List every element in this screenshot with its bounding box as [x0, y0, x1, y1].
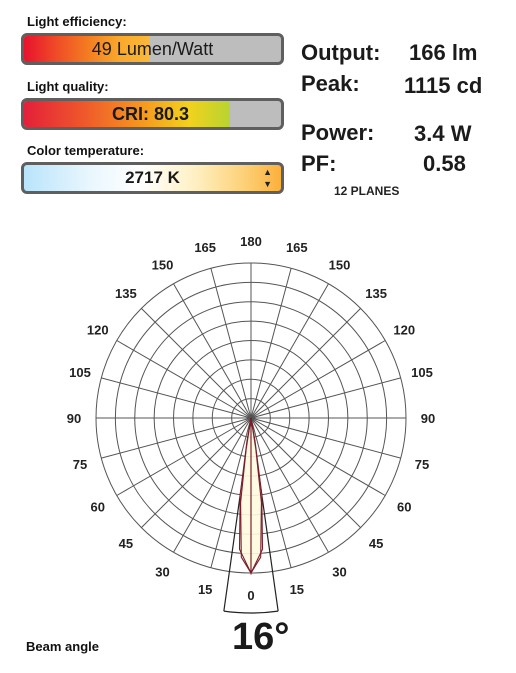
- beam-arc: [223, 610, 279, 614]
- triangle-down-icon[interactable]: ▼: [263, 179, 272, 189]
- polar-spoke: [250, 417, 361, 528]
- beam-angle-label: Beam angle: [26, 639, 99, 654]
- polar-spoke: [250, 417, 329, 553]
- angle-tick-label: 90: [67, 411, 81, 426]
- color-temp-label: Color temperature:: [27, 143, 145, 158]
- efficiency-value: 49 Lumen/Watt: [91, 38, 214, 59]
- intensity-lobe: [240, 417, 262, 575]
- pf-value: 0.58: [423, 151, 466, 176]
- polar-spoke: [250, 417, 386, 496]
- polar-spoke: [250, 283, 329, 419]
- polar-spoke: [250, 340, 386, 419]
- output-label: Output:: [301, 40, 381, 65]
- polar-spoke: [250, 417, 401, 459]
- polar-spoke: [141, 417, 252, 528]
- quality-bar: CRI: 80.3: [21, 98, 284, 130]
- polar-spoke: [173, 283, 252, 419]
- efficiency-bar: 49 Lumen/Watt: [21, 33, 284, 65]
- polar-spoke: [210, 417, 252, 568]
- angle-tick-label: 75: [415, 457, 429, 472]
- angle-tick-label: 60: [90, 500, 104, 515]
- triangle-up-icon[interactable]: ▲: [263, 167, 272, 177]
- pf-label: PF:: [301, 151, 337, 176]
- polar-spoke: [250, 308, 361, 419]
- polar-spoke: [250, 268, 292, 419]
- angle-tick-label: 45: [119, 536, 133, 551]
- peak-label: Peak:: [301, 71, 360, 96]
- polar-spoke: [116, 340, 252, 419]
- angle-tick-label: 135: [365, 286, 387, 301]
- efficiency-label: Light efficiency:: [27, 14, 127, 29]
- peak-value: 1115 cd: [404, 73, 483, 98]
- polar-spoke: [101, 417, 252, 459]
- polar-spoke: [250, 377, 401, 419]
- polar-spoke: [250, 417, 292, 568]
- angle-tick-label: 105: [69, 365, 91, 380]
- angle-tick-label: 180: [240, 234, 262, 249]
- planes-text: 12 PLANES: [334, 184, 400, 198]
- quality-value: CRI: 80.3: [112, 103, 190, 124]
- angle-tick-label: 150: [152, 258, 174, 273]
- angle-tick-label: 30: [332, 564, 346, 579]
- color-temp-bar[interactable]: 2717 K ▲ ▼: [21, 162, 284, 194]
- output-value: 166 lm: [409, 40, 478, 65]
- polar-spoke: [101, 377, 252, 419]
- angle-tick-label: 90: [421, 411, 435, 426]
- beam-angle-value: 16°: [232, 616, 290, 658]
- angle-tick-label: 165: [194, 240, 216, 255]
- angle-tick-label: 15: [198, 582, 212, 597]
- power-label: Power:: [301, 120, 375, 145]
- angle-tick-label: 45: [369, 536, 383, 551]
- angle-tick-label: 120: [393, 323, 415, 338]
- efficiency-fill: [24, 36, 150, 62]
- polar-spoke: [116, 417, 252, 496]
- angle-tick-label: 120: [87, 323, 109, 338]
- angle-tick-label: 30: [155, 564, 169, 579]
- polar-spoke: [173, 417, 252, 553]
- polar-spoke: [141, 308, 252, 419]
- angle-tick-label: 15: [290, 582, 304, 597]
- angle-tick-label: 0: [247, 588, 254, 603]
- power-value: 3.4 W: [414, 121, 472, 146]
- stepper-arrows[interactable]: ▲ ▼: [263, 166, 272, 190]
- angle-tick-label: 165: [286, 240, 308, 255]
- angle-tick-label: 60: [397, 500, 411, 515]
- quality-fill: [24, 101, 231, 127]
- polar-spoke: [210, 268, 252, 419]
- angle-tick-label: 150: [329, 258, 351, 273]
- angle-tick-label: 75: [73, 457, 87, 472]
- angle-tick-label: 105: [411, 365, 433, 380]
- angle-tick-label: 135: [115, 286, 137, 301]
- quality-label: Light quality:: [27, 79, 109, 94]
- color-temp-value: 2717 K: [125, 168, 180, 187]
